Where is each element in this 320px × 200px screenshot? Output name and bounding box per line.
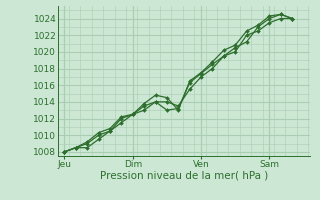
X-axis label: Pression niveau de la mer( hPa ): Pression niveau de la mer( hPa ) [100,171,268,181]
